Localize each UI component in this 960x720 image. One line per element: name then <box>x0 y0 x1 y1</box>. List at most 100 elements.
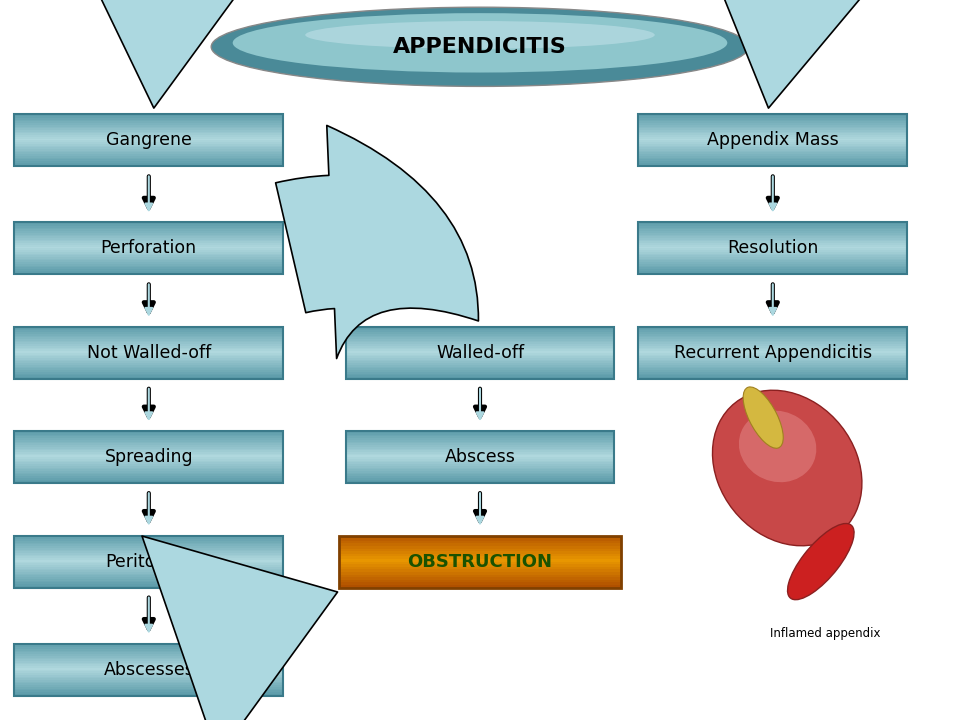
Bar <box>638 154 907 156</box>
Bar <box>14 339 283 341</box>
Bar <box>14 476 283 478</box>
Bar <box>346 482 614 483</box>
Bar <box>638 240 907 241</box>
Bar <box>638 334 907 336</box>
Bar <box>638 118 907 120</box>
Bar <box>14 570 283 572</box>
Bar <box>14 644 283 645</box>
Bar <box>638 130 907 132</box>
Bar <box>638 330 907 332</box>
Bar <box>14 685 283 687</box>
Bar <box>14 543 283 544</box>
Bar <box>14 438 283 440</box>
Bar <box>14 670 283 671</box>
Bar <box>14 230 283 231</box>
Bar <box>14 233 283 235</box>
Text: Abscess: Abscess <box>444 448 516 467</box>
Bar <box>14 690 283 692</box>
Ellipse shape <box>787 523 854 600</box>
Bar <box>14 264 283 266</box>
Bar <box>14 680 283 682</box>
Bar <box>14 683 283 685</box>
Bar <box>14 661 283 662</box>
Bar <box>638 366 907 369</box>
Bar <box>14 660 283 661</box>
Bar <box>346 336 614 337</box>
Bar <box>14 116 283 118</box>
Bar <box>638 332 907 334</box>
Bar <box>638 343 907 344</box>
Bar <box>638 341 907 343</box>
Bar <box>638 150 907 153</box>
Bar <box>638 153 907 154</box>
Bar <box>14 148 283 149</box>
Bar <box>14 452 283 454</box>
Bar <box>638 123 907 125</box>
Bar <box>346 461 614 462</box>
Bar <box>14 466 283 467</box>
Bar <box>638 267 907 269</box>
Bar <box>346 330 614 332</box>
Bar <box>14 374 283 375</box>
Bar <box>638 140 907 142</box>
Bar <box>339 552 621 554</box>
Bar <box>14 645 283 647</box>
Bar <box>346 466 614 467</box>
Bar <box>638 238 907 240</box>
Bar <box>14 553 283 554</box>
Bar <box>14 673 283 675</box>
Bar <box>339 544 621 546</box>
Bar <box>346 447 614 449</box>
Bar <box>638 360 907 361</box>
Bar <box>638 114 907 166</box>
Bar <box>14 353 283 354</box>
Bar <box>339 536 621 539</box>
Bar <box>14 554 283 557</box>
Bar <box>346 444 614 445</box>
Bar <box>14 567 283 569</box>
Bar <box>638 148 907 149</box>
Bar <box>346 438 614 440</box>
Bar <box>14 469 283 471</box>
Bar <box>346 459 614 461</box>
Bar <box>14 444 283 445</box>
Bar <box>14 118 283 120</box>
Bar <box>14 431 283 483</box>
Bar <box>14 156 283 158</box>
Text: Perforation: Perforation <box>101 239 197 258</box>
Bar <box>14 471 283 473</box>
Bar <box>339 536 621 588</box>
Bar <box>638 226 907 228</box>
Bar <box>638 235 907 236</box>
Bar <box>14 370 283 372</box>
Bar <box>14 562 283 563</box>
Bar <box>14 341 283 343</box>
Bar <box>14 123 283 125</box>
Bar <box>346 354 614 356</box>
Bar <box>14 558 283 560</box>
Bar <box>346 374 614 375</box>
Bar <box>346 456 614 457</box>
Bar <box>14 135 283 137</box>
Bar <box>638 116 907 118</box>
Bar <box>346 332 614 334</box>
Bar <box>14 449 283 450</box>
Bar <box>14 662 283 665</box>
Bar <box>638 245 907 247</box>
Bar <box>14 666 283 668</box>
Bar <box>14 271 283 273</box>
Bar <box>14 652 283 654</box>
Bar <box>638 159 907 161</box>
Bar <box>14 462 283 464</box>
Bar <box>14 243 283 245</box>
Bar <box>638 222 907 224</box>
Bar <box>638 145 907 148</box>
Bar <box>638 158 907 159</box>
Text: Walled-off: Walled-off <box>436 344 524 362</box>
Bar <box>14 336 283 337</box>
Bar <box>14 150 283 153</box>
Bar <box>638 358 907 360</box>
Bar <box>346 366 614 369</box>
Bar <box>14 563 283 565</box>
Bar <box>346 351 614 353</box>
